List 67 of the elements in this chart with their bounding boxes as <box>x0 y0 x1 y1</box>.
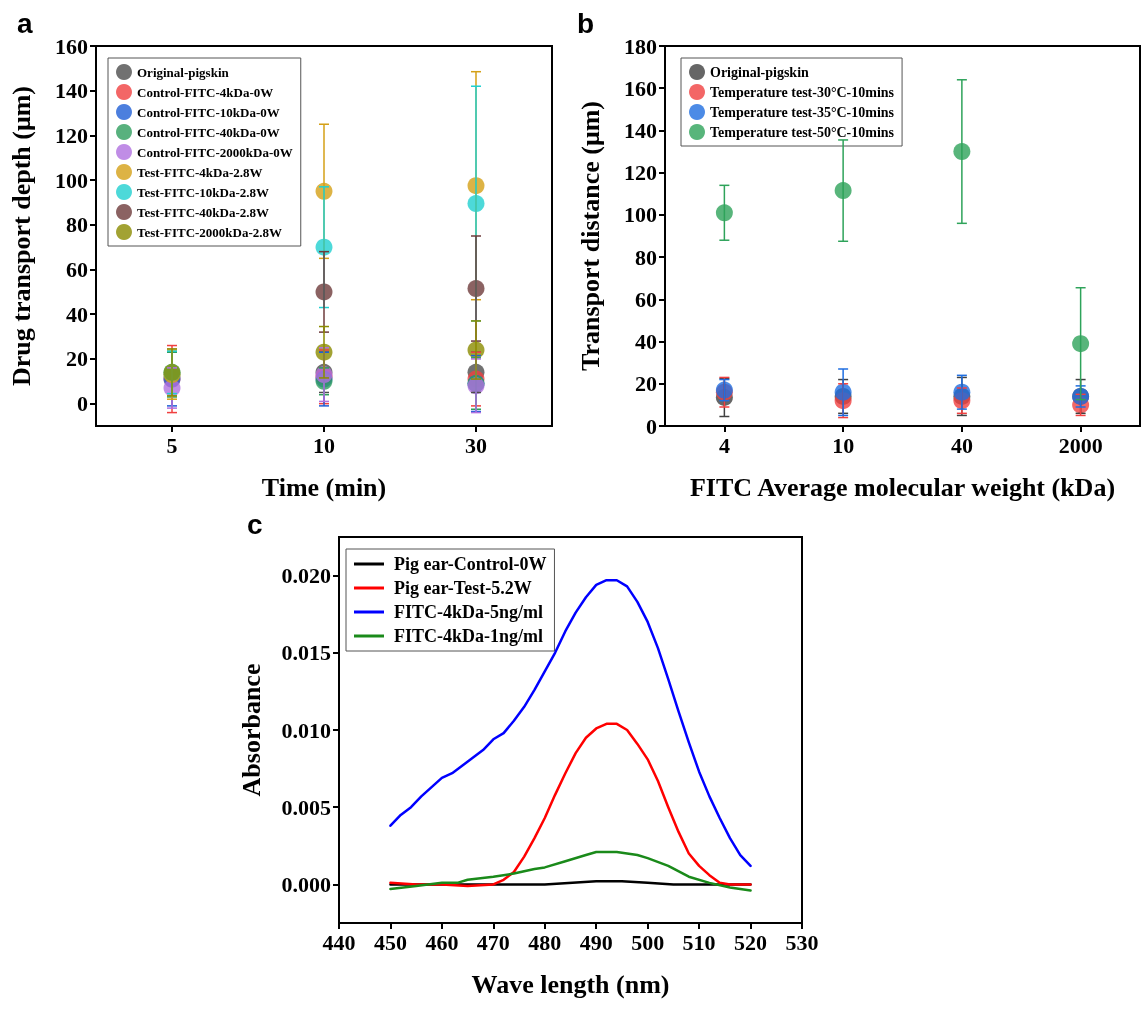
y-tick-label: 180 <box>624 33 657 59</box>
x-tick-label: 500 <box>631 929 665 955</box>
y-tick-label: 0 <box>646 413 657 439</box>
legend-label: Test-FITC-10kDa-2.8W <box>137 184 270 200</box>
legend-label: Original-pigskin <box>137 64 230 80</box>
y-tick-label: 40 <box>635 329 657 355</box>
y-tick-label: 160 <box>55 33 88 59</box>
legend-label: Test-FITC-40kDa-2.8W <box>137 204 270 220</box>
legend-label: Test-FITC-2000kDa-2.8W <box>137 224 283 240</box>
legend-label: FITC-4kDa-1ng/ml <box>394 626 544 646</box>
x-tick-label: 4 <box>718 432 730 458</box>
legend-label: FITC-4kDa-5ng/ml <box>394 602 544 622</box>
y-tick-label: 0.010 <box>281 717 331 743</box>
legend-label: Control-FITC-2000kDa-0W <box>137 144 293 160</box>
x-tick-label: 5 <box>166 432 178 458</box>
y-tick-label: 20 <box>66 346 88 372</box>
y-tick-label: 0.005 <box>281 794 331 820</box>
y-axis-title: Absorbance <box>236 663 266 797</box>
legend-label: Control-FITC-40kDa-0W <box>137 124 280 140</box>
y-tick-label: 20 <box>635 371 657 397</box>
x-tick-label: 470 <box>476 929 510 955</box>
x-axis-title: Time (min) <box>261 472 387 502</box>
x-tick-label: 490 <box>579 929 613 955</box>
y-tick-label: 160 <box>624 75 657 101</box>
x-tick-label: 2000 <box>1058 432 1103 458</box>
y-tick-label: 120 <box>624 160 657 186</box>
y-tick-label: 0.015 <box>281 640 331 666</box>
y-tick-label: 0 <box>77 391 88 417</box>
legend-label: Pig ear-Control-0W <box>394 554 547 574</box>
x-axis-title: Wave length (nm) <box>471 969 670 999</box>
y-tick-label: 0.020 <box>281 563 331 589</box>
y-tick-label: 120 <box>55 122 88 148</box>
y-axis-title: Drug transport depth (μm) <box>6 85 36 387</box>
chart-title: c <box>247 508 263 540</box>
y-axis-title: Transport distance (μm) <box>575 101 605 371</box>
x-tick-label: 10 <box>313 432 335 458</box>
y-tick-label: 100 <box>624 202 657 228</box>
legend-label: Pig ear-Test-5.2W <box>394 578 532 598</box>
legend-label: Original-pigskin <box>710 64 810 80</box>
x-tick-label: 460 <box>425 929 459 955</box>
legend-label: Control-FITC-10kDa-0W <box>137 104 280 120</box>
y-tick-label: 0.000 <box>281 871 331 897</box>
x-tick-label: 10 <box>832 432 855 458</box>
y-tick-label: 140 <box>624 117 657 143</box>
x-tick-label: 450 <box>373 929 407 955</box>
legend-label: Temperature test-30°C-10mins <box>710 84 895 100</box>
x-tick-label: 440 <box>322 929 356 955</box>
legend-label: Control-FITC-4kDa-0W <box>137 84 274 100</box>
y-tick-label: 60 <box>635 286 657 312</box>
x-tick-label: 520 <box>734 929 768 955</box>
y-tick-label: 60 <box>66 257 88 283</box>
x-tick-label: 40 <box>950 432 973 458</box>
y-tick-label: 80 <box>635 244 657 270</box>
y-tick-label: 100 <box>55 167 88 193</box>
legend-label: Test-FITC-4kDa-2.8W <box>137 164 263 180</box>
y-tick-label: 40 <box>66 301 88 327</box>
x-tick-label: 510 <box>682 929 716 955</box>
chart-title: b <box>577 7 595 39</box>
x-tick-label: 30 <box>465 432 487 458</box>
y-tick-label: 80 <box>66 212 88 238</box>
x-tick-label: 480 <box>528 929 562 955</box>
x-axis-title: FITC Average molecular weight (kDa) <box>689 472 1116 502</box>
x-tick-label: 530 <box>785 929 819 955</box>
legend-label: Temperature test-35°C-10mins <box>710 104 895 120</box>
chart-title: a <box>17 7 33 39</box>
y-tick-label: 140 <box>55 78 88 104</box>
legend-label: Temperature test-50°C-10mins <box>710 124 895 140</box>
